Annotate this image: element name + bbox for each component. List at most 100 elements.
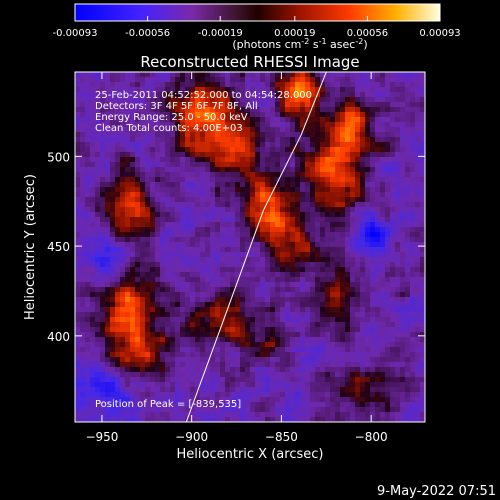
heatmap-cell: [200, 202, 206, 208]
heatmap-cell: [195, 132, 201, 138]
heatmap-cell: [235, 327, 241, 333]
heatmap-cell: [285, 152, 291, 158]
heatmap-cell: [385, 222, 391, 228]
heatmap-cell: [175, 297, 181, 303]
heatmap-cell: [290, 302, 296, 308]
heatmap-cell: [110, 382, 116, 388]
heatmap-cell: [160, 267, 166, 273]
heatmap-cell: [385, 402, 391, 408]
heatmap-cell: [95, 107, 101, 113]
heatmap-cell: [325, 122, 331, 128]
heatmap-cell: [385, 172, 391, 178]
heatmap-cell: [330, 77, 336, 83]
heatmap-cell: [250, 232, 256, 238]
heatmap-cell: [390, 322, 396, 328]
heatmap-cell: [145, 82, 151, 88]
heatmap-cell: [100, 357, 106, 363]
heatmap-cell: [340, 352, 346, 358]
heatmap-cell: [170, 102, 176, 108]
heatmap-cell: [100, 367, 106, 373]
heatmap-cell: [85, 377, 91, 383]
heatmap-cell: [320, 292, 326, 298]
heatmap-cell: [335, 352, 341, 358]
heatmap-cell: [175, 262, 181, 268]
heatmap-cell: [330, 307, 336, 313]
heatmap-cell: [220, 382, 226, 388]
heatmap-cell: [215, 282, 221, 288]
heatmap-cell: [340, 262, 346, 268]
heatmap-cell: [360, 272, 366, 278]
heatmap-cell: [330, 362, 336, 368]
heatmap-cell: [125, 212, 131, 218]
heatmap-cell: [240, 82, 246, 88]
heatmap-cell: [180, 137, 186, 143]
heatmap-cell: [105, 162, 111, 168]
heatmap-cell: [270, 322, 276, 328]
heatmap-cell: [320, 337, 326, 343]
heatmap-cell: [130, 72, 136, 78]
heatmap-cell: [110, 152, 116, 158]
heatmap-cell: [350, 367, 356, 373]
heatmap-cell: [140, 172, 146, 178]
heatmap-cell: [380, 212, 386, 218]
heatmap-cell: [100, 322, 106, 328]
heatmap-cell: [375, 282, 381, 288]
heatmap-cell: [195, 172, 201, 178]
heatmap-cell: [150, 207, 156, 213]
heatmap-cell: [310, 77, 316, 83]
heatmap-cell: [390, 257, 396, 263]
heatmap-cell: [150, 127, 156, 133]
heatmap-cell: [105, 177, 111, 183]
heatmap-cell: [395, 117, 401, 123]
heatmap-cell: [245, 352, 251, 358]
heatmap-cell: [330, 317, 336, 323]
heatmap-cell: [215, 132, 221, 138]
heatmap-cell: [310, 227, 316, 233]
heatmap-cell: [230, 252, 236, 258]
heatmap-cell: [140, 317, 146, 323]
heatmap-cell: [405, 122, 411, 128]
heatmap-cell: [380, 237, 386, 243]
heatmap-cell: [380, 102, 386, 108]
heatmap-cell: [360, 117, 366, 123]
heatmap-cell: [115, 192, 121, 198]
heatmap-cell: [385, 152, 391, 158]
heatmap-cell: [195, 362, 201, 368]
heatmap-cell: [80, 407, 86, 413]
heatmap-cell: [330, 102, 336, 108]
heatmap-cell: [335, 367, 341, 373]
heatmap-cell: [340, 337, 346, 343]
heatmap-cell: [240, 242, 246, 248]
heatmap-cell: [260, 112, 266, 118]
heatmap-cell: [160, 107, 166, 113]
heatmap-cell: [120, 82, 126, 88]
heatmap-cell: [375, 127, 381, 133]
heatmap-cell: [180, 177, 186, 183]
heatmap-cell: [415, 197, 421, 203]
heatmap-cell: [345, 332, 351, 338]
heatmap-cell: [350, 157, 356, 163]
heatmap-cell: [220, 217, 226, 223]
heatmap-cell: [110, 117, 116, 123]
heatmap-cell: [135, 142, 141, 148]
heatmap-cell: [390, 152, 396, 158]
heatmap-cell: [385, 412, 391, 418]
heatmap-cell: [295, 207, 301, 213]
heatmap-cell: [400, 92, 406, 98]
heatmap-cell: [380, 217, 386, 223]
heatmap-cell: [270, 132, 276, 138]
heatmap-cell: [355, 152, 361, 158]
heatmap-cell: [355, 182, 361, 188]
heatmap-cell: [340, 192, 346, 198]
heatmap-cell: [135, 137, 141, 143]
heatmap-cell: [340, 197, 346, 203]
heatmap-cell: [270, 72, 276, 78]
heatmap-cell: [230, 172, 236, 178]
heatmap-cell: [195, 162, 201, 168]
heatmap-cell: [150, 122, 156, 128]
heatmap-cell: [165, 232, 171, 238]
heatmap-cell: [260, 252, 266, 258]
heatmap-cell: [235, 222, 241, 228]
heatmap-cell: [310, 87, 316, 93]
heatmap-cell: [170, 417, 176, 422]
